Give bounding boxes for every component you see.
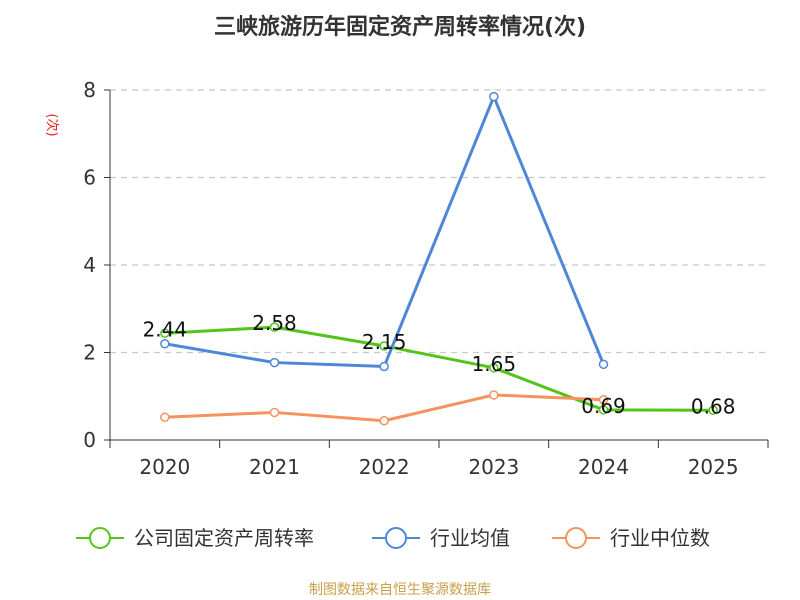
- data-point: [708, 405, 718, 415]
- data-point: [379, 361, 389, 372]
- data-point: [379, 341, 389, 351]
- data-point: [269, 357, 280, 368]
- data-label: 2.15: [362, 330, 407, 354]
- data-point: [160, 339, 170, 349]
- data-point: [598, 405, 609, 415]
- legend-label: 行业均值: [430, 526, 510, 550]
- y-tick-label: 8: [83, 78, 96, 102]
- axes: 0 2 4 6 8 2020 2021 2022 2023 2024 2025: [83, 78, 769, 479]
- data-labels: 2.44 2.58 2.15 1.65 0.69 0.68: [143, 311, 736, 418]
- data-label: 0.68: [691, 394, 736, 418]
- series-line-0: [164, 325, 714, 412]
- y-tick-label: 4: [83, 253, 96, 277]
- data-point: [379, 416, 389, 426]
- data-label: 2.44: [143, 317, 188, 341]
- x-tick-label: 2024: [578, 455, 629, 479]
- data-label: 0.69: [581, 394, 626, 418]
- data-label: 2.58: [252, 311, 297, 335]
- data-label: 1.65: [472, 352, 517, 376]
- x-tick-label: 2020: [139, 455, 190, 479]
- x-tick-label: 2025: [688, 455, 739, 479]
- data-point: [160, 328, 170, 338]
- data-point: [489, 91, 499, 102]
- data-point: [269, 407, 280, 418]
- y-tick-label: 6: [83, 166, 96, 190]
- data-point: [598, 359, 609, 370]
- series-line-1: [164, 95, 605, 368]
- y-tick-label: 2: [83, 341, 96, 365]
- data-point: [489, 363, 499, 373]
- legend-marker: [89, 527, 111, 549]
- data-point: [160, 412, 170, 422]
- x-tick-label: 2023: [468, 455, 519, 479]
- x-tick-label: 2022: [359, 455, 410, 479]
- series-layer: [160, 91, 718, 426]
- legend-label: 行业中位数: [610, 526, 710, 550]
- grid: [110, 89, 768, 354]
- chart-title: 三峡旅游历年固定资产周转率情况(次): [214, 14, 586, 40]
- data-point: [489, 390, 499, 400]
- y-tick-label: 0: [83, 428, 96, 452]
- source-note: 制图数据来自恒生聚源数据库: [309, 582, 491, 598]
- y-axis-label: (次): [44, 113, 60, 136]
- legend-marker: [565, 527, 587, 549]
- data-point: [269, 322, 280, 332]
- x-tick-label: 2021: [249, 455, 300, 479]
- legend-marker: [385, 527, 407, 549]
- legend-label: 公司固定资产周转率: [134, 526, 314, 550]
- data-point: [598, 395, 609, 405]
- legend: 公司固定资产周转率 行业均值 行业中位数: [76, 526, 710, 550]
